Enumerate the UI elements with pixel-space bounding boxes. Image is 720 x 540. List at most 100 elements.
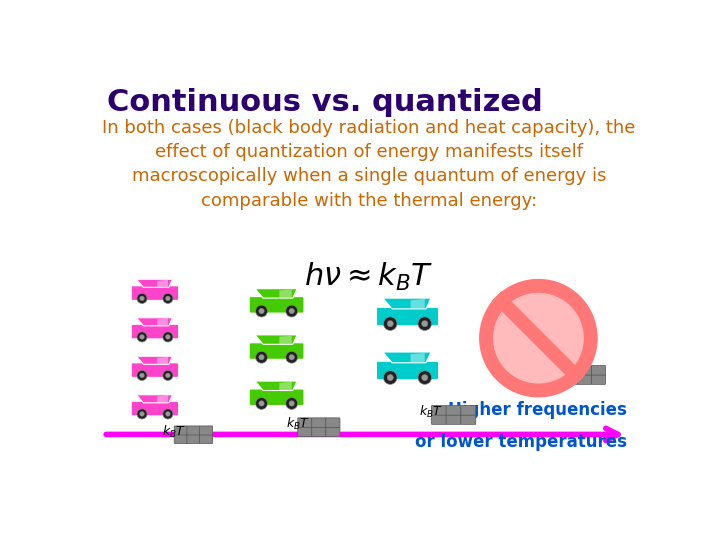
FancyBboxPatch shape xyxy=(564,366,577,375)
Circle shape xyxy=(140,296,144,301)
FancyBboxPatch shape xyxy=(325,418,340,428)
Polygon shape xyxy=(157,357,168,364)
FancyBboxPatch shape xyxy=(446,415,461,424)
FancyBboxPatch shape xyxy=(577,375,592,384)
Circle shape xyxy=(163,370,173,381)
Polygon shape xyxy=(383,298,431,309)
Polygon shape xyxy=(157,280,168,287)
Polygon shape xyxy=(255,289,297,298)
Text: $k_B T$: $k_B T$ xyxy=(162,424,186,440)
Circle shape xyxy=(140,411,144,416)
Polygon shape xyxy=(137,356,173,365)
FancyBboxPatch shape xyxy=(174,435,187,444)
Circle shape xyxy=(256,305,267,317)
FancyBboxPatch shape xyxy=(461,406,476,415)
FancyBboxPatch shape xyxy=(249,389,304,406)
FancyBboxPatch shape xyxy=(187,426,200,435)
Circle shape xyxy=(289,355,294,360)
Circle shape xyxy=(422,321,428,327)
Polygon shape xyxy=(541,323,554,332)
FancyBboxPatch shape xyxy=(174,426,187,435)
Circle shape xyxy=(552,343,557,349)
Circle shape xyxy=(541,337,552,347)
Circle shape xyxy=(258,308,264,314)
Circle shape xyxy=(256,397,267,409)
Polygon shape xyxy=(279,336,292,344)
FancyBboxPatch shape xyxy=(431,406,446,415)
Circle shape xyxy=(137,409,147,419)
Circle shape xyxy=(516,340,528,353)
FancyBboxPatch shape xyxy=(312,427,326,437)
Circle shape xyxy=(519,343,525,349)
Polygon shape xyxy=(410,299,425,308)
FancyBboxPatch shape xyxy=(377,307,438,326)
Text: $k_B T$: $k_B T$ xyxy=(286,416,310,433)
FancyBboxPatch shape xyxy=(325,427,340,437)
FancyBboxPatch shape xyxy=(298,418,312,428)
Circle shape xyxy=(163,332,173,342)
Circle shape xyxy=(521,340,525,345)
Polygon shape xyxy=(516,322,560,332)
FancyBboxPatch shape xyxy=(509,331,567,348)
Text: or lower temperatures: or lower temperatures xyxy=(415,433,627,451)
Polygon shape xyxy=(137,318,173,326)
Text: $h\nu \approx k_B T$: $h\nu \approx k_B T$ xyxy=(305,261,433,293)
Circle shape xyxy=(418,317,431,330)
Circle shape xyxy=(418,371,431,384)
Circle shape xyxy=(163,409,173,419)
FancyBboxPatch shape xyxy=(431,415,446,424)
Circle shape xyxy=(544,340,549,345)
Circle shape xyxy=(258,355,264,360)
Polygon shape xyxy=(518,323,551,331)
Circle shape xyxy=(163,293,173,303)
FancyBboxPatch shape xyxy=(131,401,179,416)
FancyBboxPatch shape xyxy=(577,366,592,375)
FancyBboxPatch shape xyxy=(312,418,326,428)
Polygon shape xyxy=(410,353,425,362)
FancyBboxPatch shape xyxy=(131,286,179,300)
FancyBboxPatch shape xyxy=(298,427,312,437)
Circle shape xyxy=(140,373,144,377)
Circle shape xyxy=(384,317,397,330)
FancyBboxPatch shape xyxy=(461,415,476,424)
FancyBboxPatch shape xyxy=(199,435,212,444)
Circle shape xyxy=(387,375,393,381)
Circle shape xyxy=(486,286,590,390)
Polygon shape xyxy=(536,324,546,331)
Text: Higher frequencies: Higher frequencies xyxy=(448,401,627,419)
Text: $k_B T$: $k_B T$ xyxy=(549,364,574,380)
Polygon shape xyxy=(157,395,168,402)
FancyBboxPatch shape xyxy=(199,426,212,435)
Polygon shape xyxy=(137,279,173,287)
Circle shape xyxy=(137,293,147,303)
Circle shape xyxy=(258,401,264,406)
Polygon shape xyxy=(279,382,292,390)
FancyBboxPatch shape xyxy=(591,375,606,384)
Circle shape xyxy=(256,352,267,363)
FancyBboxPatch shape xyxy=(446,406,461,415)
Circle shape xyxy=(166,411,170,416)
Circle shape xyxy=(286,352,297,363)
Circle shape xyxy=(518,337,528,347)
Circle shape xyxy=(289,308,294,314)
FancyBboxPatch shape xyxy=(564,375,577,384)
Polygon shape xyxy=(137,395,173,403)
Circle shape xyxy=(286,397,297,409)
Circle shape xyxy=(548,340,561,353)
Polygon shape xyxy=(383,352,431,363)
Polygon shape xyxy=(255,381,297,390)
FancyBboxPatch shape xyxy=(131,363,179,377)
Polygon shape xyxy=(255,335,297,345)
Polygon shape xyxy=(279,289,292,298)
FancyBboxPatch shape xyxy=(249,296,304,313)
Circle shape xyxy=(384,371,397,384)
Circle shape xyxy=(137,332,147,342)
FancyBboxPatch shape xyxy=(249,343,304,359)
Text: $k_B T$: $k_B T$ xyxy=(418,404,443,420)
Circle shape xyxy=(166,373,170,377)
FancyBboxPatch shape xyxy=(187,435,200,444)
FancyBboxPatch shape xyxy=(513,330,557,345)
Circle shape xyxy=(422,375,428,381)
Text: Continuous vs. quantized: Continuous vs. quantized xyxy=(107,88,543,117)
Circle shape xyxy=(137,370,147,381)
